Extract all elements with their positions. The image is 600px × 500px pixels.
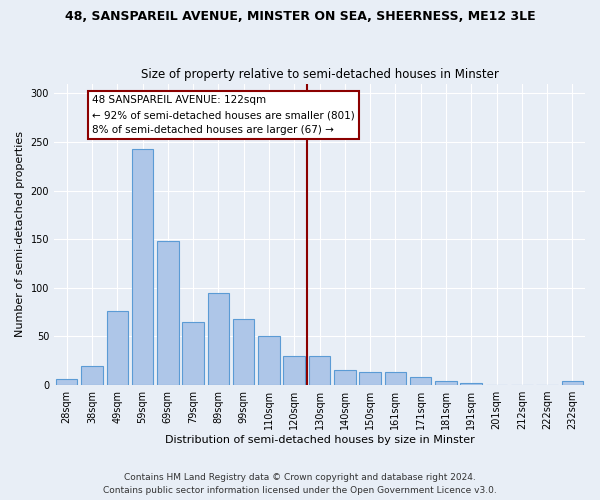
Bar bbox=[410, 378, 431, 385]
Bar bbox=[81, 366, 103, 385]
Bar bbox=[385, 372, 406, 385]
Bar bbox=[309, 356, 330, 385]
Bar bbox=[182, 322, 204, 385]
Text: 48, SANSPAREIL AVENUE, MINSTER ON SEA, SHEERNESS, ME12 3LE: 48, SANSPAREIL AVENUE, MINSTER ON SEA, S… bbox=[65, 10, 535, 23]
Text: Contains HM Land Registry data © Crown copyright and database right 2024.
Contai: Contains HM Land Registry data © Crown c… bbox=[103, 474, 497, 495]
Bar bbox=[157, 241, 179, 385]
Bar bbox=[334, 370, 356, 385]
Bar bbox=[258, 336, 280, 385]
Bar bbox=[562, 381, 583, 385]
Bar bbox=[435, 381, 457, 385]
Bar bbox=[460, 383, 482, 385]
Title: Size of property relative to semi-detached houses in Minster: Size of property relative to semi-detach… bbox=[140, 68, 499, 81]
X-axis label: Distribution of semi-detached houses by size in Minster: Distribution of semi-detached houses by … bbox=[164, 435, 475, 445]
Bar bbox=[283, 356, 305, 385]
Bar bbox=[233, 319, 254, 385]
Bar bbox=[359, 372, 381, 385]
Bar bbox=[56, 379, 77, 385]
Text: 48 SANSPAREIL AVENUE: 122sqm
← 92% of semi-detached houses are smaller (801)
8% : 48 SANSPAREIL AVENUE: 122sqm ← 92% of se… bbox=[92, 95, 355, 135]
Bar bbox=[208, 292, 229, 385]
Bar bbox=[132, 148, 153, 385]
Bar bbox=[107, 311, 128, 385]
Y-axis label: Number of semi-detached properties: Number of semi-detached properties bbox=[15, 132, 25, 338]
